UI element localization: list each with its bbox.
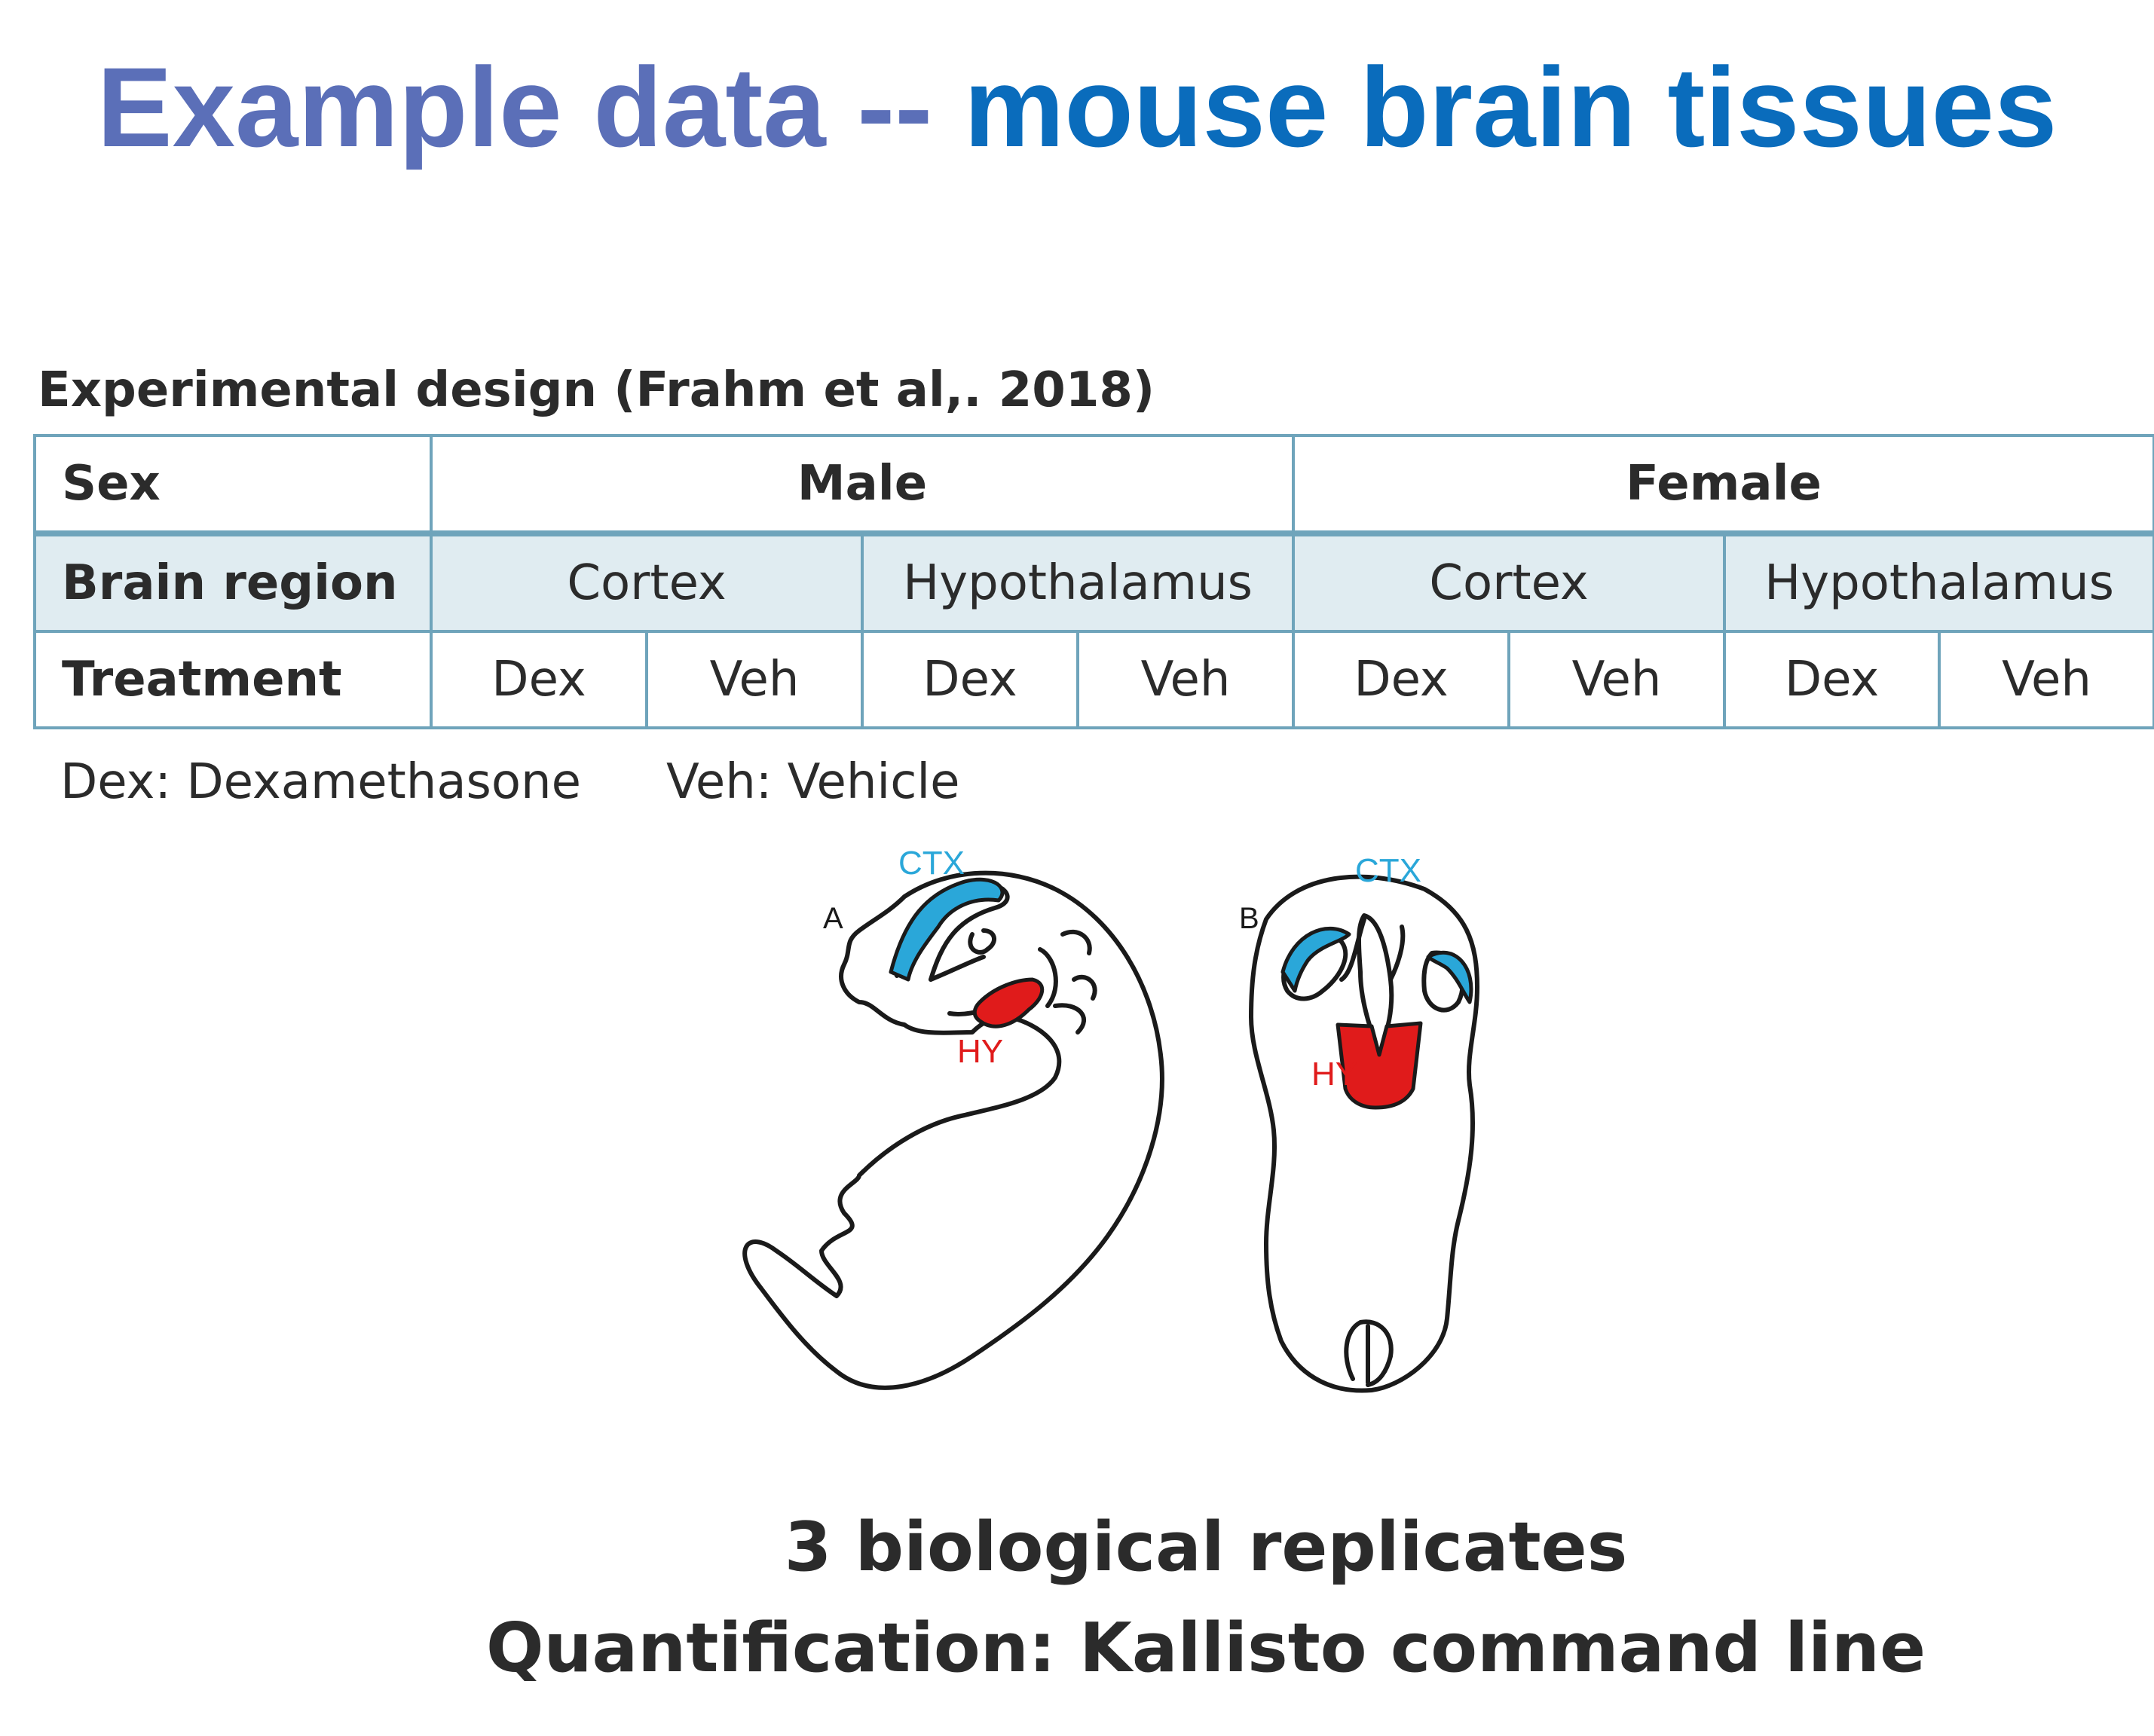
embryo-panel-b-regions — [1280, 926, 1473, 1110]
quantification-note: Quantification: Kallisto command line — [485, 1609, 1926, 1688]
embryo-panel-a-regions — [889, 877, 1045, 1028]
title-part-1: Example data -- — [96, 44, 964, 170]
hy-region-b — [1336, 1021, 1423, 1110]
treatment-row-header: Treatment — [33, 630, 433, 729]
experimental-design-table: Sex Male Female Brain region Cortex Hypo… — [33, 434, 2154, 729]
ctx-region-b-left — [1280, 926, 1351, 993]
treatment-cell: Dex — [430, 630, 648, 729]
region-cell: Cortex — [430, 532, 864, 633]
embryo-panel-a — [742, 870, 1164, 1390]
panel-b-label: B — [1239, 902, 1259, 935]
table-row-sex: Sex Male Female — [33, 434, 2154, 536]
mouse-embryo-illustration: A CTX HY B CTX HY — [742, 845, 1479, 1393]
ctx-region-a — [889, 877, 1005, 982]
slide-title: Example data -- mouse brain tissues — [0, 39, 2154, 175]
legend-veh: Veh: Vehicle — [666, 754, 960, 810]
treatment-cell: Dex — [1723, 630, 1941, 729]
treatment-cell: Veh — [1075, 630, 1296, 729]
experimental-design-heading: Experimental design (Frahm et al,. 2018) — [38, 362, 1155, 418]
treatment-cell: Dex — [861, 630, 1079, 729]
ctx-label-b: CTX — [1355, 852, 1421, 889]
region-cell: Hypothalamus — [860, 532, 1296, 633]
sex-cell-female: Female — [1292, 434, 2154, 536]
hy-label-b: HY — [1311, 1056, 1357, 1093]
treatment-cell: Veh — [1507, 630, 1727, 729]
hy-label-a: HY — [957, 1033, 1003, 1070]
legend-dex: Dex: Dexamethasone — [60, 754, 581, 810]
treatment-cell: Veh — [645, 630, 864, 729]
replicates-note: 3 biological replicates — [784, 1508, 1628, 1587]
region-cell: Hypothalamus — [1723, 532, 2154, 633]
ctx-region-b-right — [1426, 950, 1473, 1004]
sex-row-header: Sex — [33, 434, 433, 536]
sex-cell-male: Male — [429, 434, 1296, 536]
region-cell: Cortex — [1292, 532, 1727, 633]
title-part-2: mouse brain tissues — [963, 44, 2058, 170]
table-row-brain-region: Brain region Cortex Hypothalamus Cortex … — [33, 532, 2154, 633]
brain-region-row-header: Brain region — [33, 532, 433, 633]
panel-a-label: A — [823, 902, 843, 935]
hy-region-a — [972, 977, 1045, 1028]
treatment-cell: Dex — [1292, 630, 1511, 729]
treatment-cell: Veh — [1938, 630, 2154, 729]
table-row-treatment: Treatment Dex Veh Dex Veh Dex Veh Dex Ve… — [33, 630, 2154, 729]
ctx-label-a: CTX — [898, 845, 965, 882]
